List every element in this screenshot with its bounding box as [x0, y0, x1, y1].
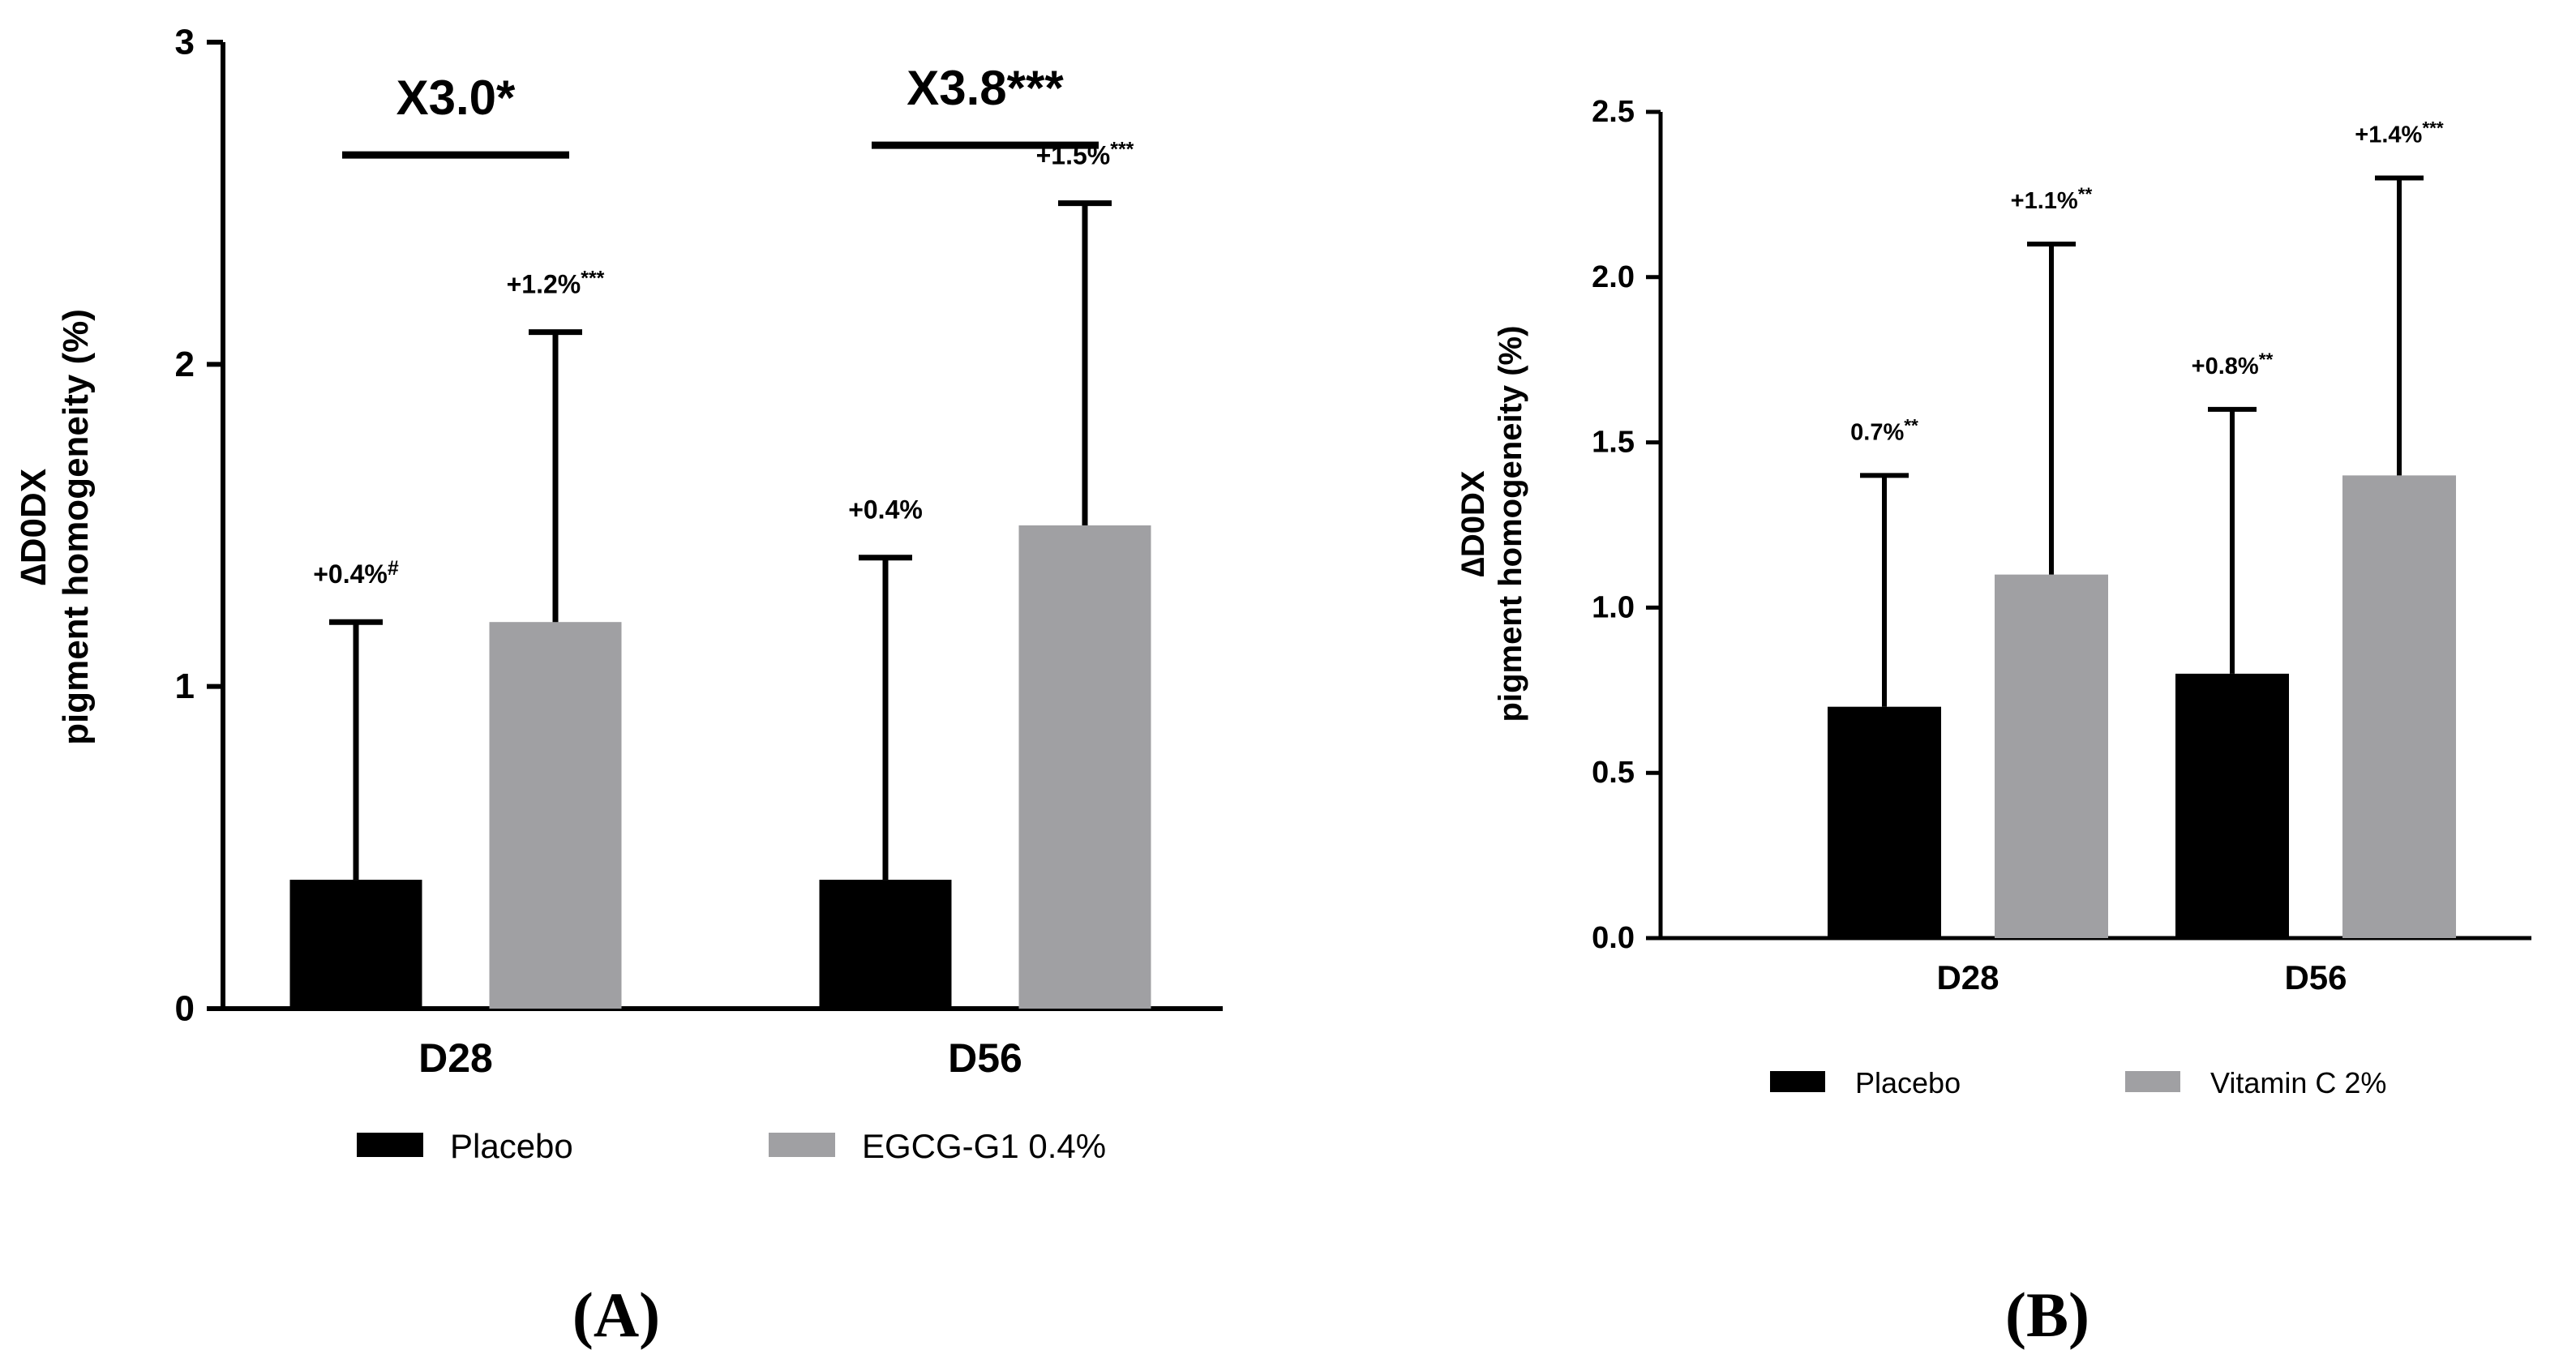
legend-label-egcg: EGCG-G1 0.4%: [862, 1127, 1106, 1165]
data-label-value: 0.7%: [1850, 419, 1904, 445]
y-tick-label: 0.0: [1592, 921, 1635, 955]
bar-vitc-d56: [2342, 475, 2456, 938]
chart-panel-a: 0 1 2 3 ∆D0DX pigment homogeneity (%) +0…: [14, 23, 1223, 1350]
data-label-value: +0.4%: [848, 495, 923, 525]
data-label-value: +1.1%: [2011, 188, 2078, 214]
fold-change-label-d56: X3.8***: [907, 61, 1064, 115]
y-tick-label: 1.0: [1592, 590, 1635, 624]
data-label-significance: ***: [1110, 139, 1134, 161]
y-tick-label: 3: [175, 23, 195, 62]
data-label-placebo-d56: +0.8%**: [2192, 349, 2274, 379]
data-label-significance: **: [2259, 349, 2274, 370]
error-bar-placebo-d56: [2208, 406, 2257, 674]
legend-swatch-vitc: [2125, 1071, 2180, 1092]
legend: Placebo Vitamin C 2%: [1770, 1066, 2386, 1099]
bar-egcg-d56: [1018, 525, 1151, 1009]
data-label-value: +0.8%: [2192, 354, 2259, 379]
error-bars: [329, 200, 1112, 881]
data-label-placebo-d56: +0.4%: [848, 495, 923, 525]
error-bar-placebo-d28: [1860, 473, 1909, 707]
y-axis-title-line1: ∆D0DX: [14, 469, 54, 585]
legend-label-placebo: Placebo: [450, 1127, 573, 1165]
data-label-significance: ***: [2422, 118, 2444, 139]
y-ticks: 0.0 0.5 1.0 1.5 2.0 2.5: [1592, 95, 1661, 955]
y-tick-label: 1.5: [1592, 426, 1635, 460]
legend: Placebo EGCG-G1 0.4%: [357, 1127, 1106, 1165]
x-tick-label-d28: D28: [1936, 958, 1999, 996]
x-tick-label-d56: D56: [948, 1035, 1022, 1081]
data-label-value: +1.4%: [2355, 122, 2422, 148]
bar-placebo-d56: [2175, 673, 2289, 938]
bar-placebo-d28: [1828, 706, 1941, 938]
data-label-placebo-d28: +0.4%#: [313, 557, 399, 589]
y-axis-title-line2: pigment homogeneity (%): [1493, 326, 1528, 722]
y-axis-title-line1: ∆D0DX: [1455, 470, 1491, 576]
y-tick-label: 2.5: [1592, 95, 1635, 129]
y-tick-label: 1: [175, 666, 195, 706]
error-bar-vitc-d56: [2375, 175, 2424, 476]
y-tick-label: 2.0: [1592, 260, 1635, 294]
x-tick-label-d28: D28: [418, 1035, 493, 1081]
data-label-placebo-d28: 0.7%**: [1850, 415, 1918, 445]
bar-vitc-d28: [1995, 574, 2108, 938]
comparisons: X3.0* X3.8***: [342, 61, 1099, 159]
data-label-value: +0.4%: [313, 559, 388, 589]
chart-panel-b: 0.0 0.5 1.0 1.5 2.0 2.5 ∆D0DX pigment ho…: [1455, 95, 2531, 1350]
fold-change-label-d28: X3.0*: [396, 71, 516, 125]
data-label-significance: #: [388, 557, 399, 580]
data-label-significance: **: [1904, 415, 1918, 435]
panel-label-a: (A): [572, 1279, 660, 1350]
y-tick-label: 0: [175, 989, 195, 1029]
data-label-value: +1.2%: [507, 270, 581, 299]
y-tick-label: 2: [175, 345, 195, 384]
error-bar-placebo-d56: [859, 555, 912, 881]
panel-label-b: (B): [2005, 1279, 2090, 1350]
error-bars: [1860, 175, 2424, 707]
data-label-significance: ***: [581, 268, 604, 290]
bars: [289, 525, 1151, 1009]
error-bar-egcg-d28: [529, 329, 582, 623]
data-labels: +0.4%# +1.2%*** +0.4% +1.5%***: [313, 139, 1134, 589]
bar-placebo-d56: [819, 880, 952, 1009]
data-labels: 0.7%** +1.1%** +0.8%** +1.4%***: [1850, 118, 2444, 446]
legend-label-placebo: Placebo: [1855, 1066, 1961, 1099]
error-bar-vitc-d28: [2027, 242, 2076, 575]
data-label-significance: **: [2078, 184, 2093, 204]
y-tick-label: 0.5: [1592, 756, 1635, 790]
legend-swatch-placebo: [357, 1133, 423, 1157]
data-label-egcg-d28: +1.2%***: [507, 268, 605, 299]
error-bar-egcg-d56: [1058, 200, 1112, 525]
y-ticks: 0 1 2 3: [175, 23, 223, 1029]
x-tick-label-d56: D56: [2284, 958, 2347, 996]
error-bar-placebo-d28: [329, 619, 383, 881]
legend-label-vitc: Vitamin C 2%: [2210, 1066, 2386, 1099]
y-axis-title: ∆D0DX pigment homogeneity (%): [14, 309, 96, 745]
y-axis-title-line2: pigment homogeneity (%): [56, 309, 96, 745]
data-label-vitc-d28: +1.1%**: [2011, 184, 2093, 214]
legend-swatch-placebo: [1770, 1071, 1825, 1092]
legend-swatch-egcg: [769, 1133, 835, 1157]
data-label-vitc-d56: +1.4%***: [2355, 118, 2444, 148]
bar-egcg-d28: [489, 622, 622, 1009]
y-axis-title: ∆D0DX pigment homogeneity (%): [1455, 326, 1528, 722]
bars: [1828, 475, 2456, 938]
bar-placebo-d28: [289, 880, 422, 1009]
